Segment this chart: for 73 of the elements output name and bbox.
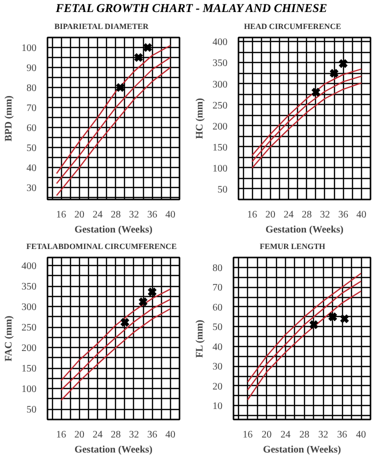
y-tick-label: 40 <box>212 342 222 353</box>
x-tick-label: 16 <box>56 210 66 220</box>
y-tick-label: 90 <box>26 63 36 74</box>
x-axis-title: Gestation (Weeks) <box>262 444 342 456</box>
x-axis-title: Gestation (Weeks) <box>74 444 153 456</box>
x-tick-label: 20 <box>265 210 276 220</box>
y-tick-label: 300 <box>212 79 228 90</box>
x-tick-label: 40 <box>165 210 176 220</box>
x-tick-label: 36 <box>338 210 348 220</box>
y-tick-label: 400 <box>22 261 36 272</box>
x-tick-label: 32 <box>320 210 330 220</box>
x-tick-label: 40 <box>356 430 366 440</box>
x-tick-label: 24 <box>92 210 103 220</box>
y-tick-label: 50 <box>26 404 36 416</box>
y-tick-label: 200 <box>212 121 228 132</box>
x-tick-label: 36 <box>147 430 158 440</box>
y-tick-label: 70 <box>212 282 222 294</box>
y-axis-title: FL (mm) <box>194 320 206 358</box>
x-tick-label: 28 <box>110 210 121 220</box>
x-tick-label: 36 <box>337 430 348 440</box>
x-tick-label: 20 <box>74 210 84 220</box>
x-tick-label: 20 <box>262 430 272 440</box>
x-tick-label: 28 <box>302 210 312 220</box>
y-tick-label: 300 <box>22 302 36 314</box>
x-tick-label: 36 <box>147 210 158 220</box>
y-tick-label: 80 <box>26 83 36 94</box>
x-tick-label: 24 <box>280 430 290 440</box>
x-axis-title: Gestation (Weeks) <box>265 224 344 236</box>
y-tick-label: 100 <box>22 43 36 54</box>
y-tick-label: 50 <box>218 184 228 196</box>
y-tick-label: 60 <box>26 123 36 134</box>
x-tick-label: 16 <box>247 210 258 220</box>
y-tick-label: 70 <box>26 103 36 114</box>
y-tick-label: 60 <box>212 302 222 314</box>
y-tick-label: 100 <box>22 384 36 396</box>
y-tick-label: 100 <box>212 163 228 174</box>
chart-title: BIPARIETAL DIAMETER <box>54 21 149 32</box>
y-tick-label: 40 <box>26 163 36 174</box>
chart-title: HEAD CIRCUMFERENCE <box>244 21 342 32</box>
x-tick-label: 16 <box>56 430 66 440</box>
y-tick-label: 350 <box>212 58 228 70</box>
x-tick-label: 32 <box>318 430 328 440</box>
y-axis-title: FAC (mm) <box>4 316 14 362</box>
y-tick-label: 30 <box>26 183 36 194</box>
y-tick-label: 150 <box>212 142 228 154</box>
x-axis-title: Gestation (Weeks) <box>74 224 153 236</box>
y-tick-label: 50 <box>212 322 222 334</box>
x-tick-label: 28 <box>299 430 310 440</box>
x-tick-label: 28 <box>110 430 121 440</box>
x-tick-label: 24 <box>284 210 294 220</box>
y-tick-label: 150 <box>22 364 36 375</box>
y-tick-label: 80 <box>212 262 222 274</box>
y-tick-label: 30 <box>212 362 222 373</box>
y-tick-label: 250 <box>212 100 228 112</box>
x-tick-label: 24 <box>92 430 103 440</box>
y-tick-label: 250 <box>22 322 36 334</box>
y-axis-title: HC (mm) <box>194 98 206 139</box>
y-axis-title: BPD (mm) <box>4 96 14 142</box>
x-tick-label: 32 <box>128 430 139 440</box>
chart-title: FETALABDOMINAL CIRCUMFERENCE <box>26 241 177 252</box>
y-tick-label: 200 <box>22 343 36 354</box>
y-tick-label: 50 <box>26 143 36 154</box>
x-tick-label: 40 <box>356 210 366 220</box>
x-tick-label: 32 <box>128 210 139 220</box>
chart-title: FEMUR LENGTH <box>260 241 326 252</box>
text: FETAL GROWTH CHART - MALAY AND CHINESE <box>56 0 328 17</box>
y-tick-label: 350 <box>22 282 36 293</box>
x-tick-label: 16 <box>242 430 253 440</box>
y-tick-label: 10 <box>212 401 222 412</box>
y-tick-label: 400 <box>212 37 228 48</box>
y-tick-label: 20 <box>212 381 222 392</box>
x-tick-label: 20 <box>74 430 84 440</box>
x-tick-label: 40 <box>165 430 176 440</box>
